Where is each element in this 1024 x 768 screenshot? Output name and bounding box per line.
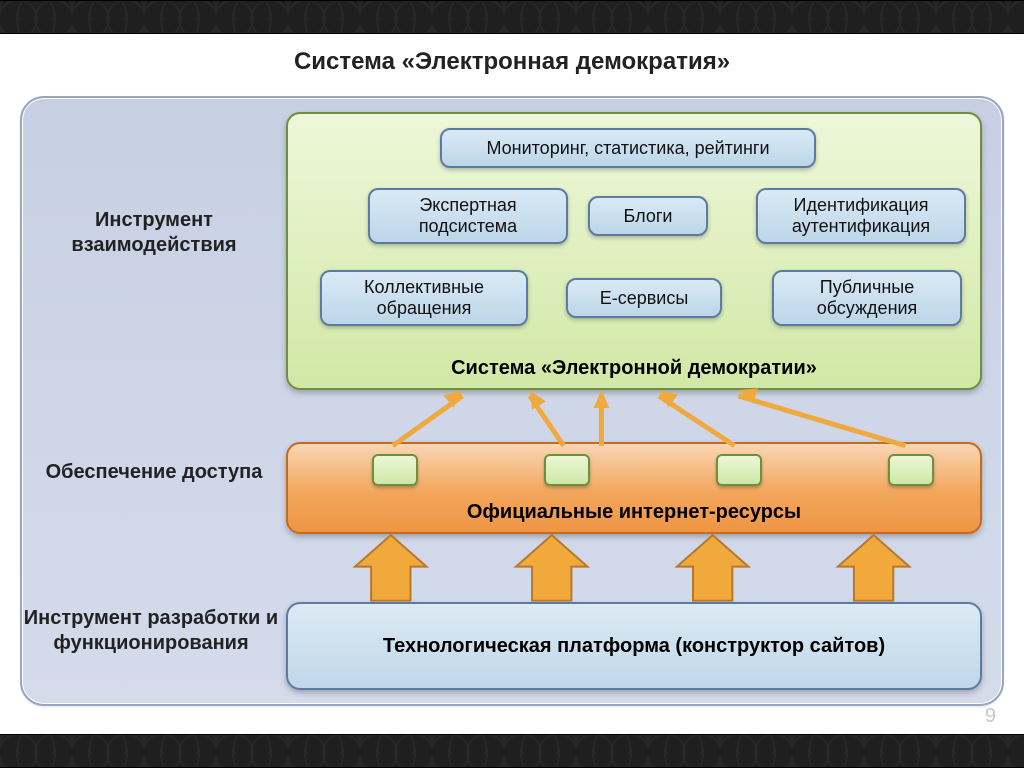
chip-blogs: Блоги (588, 196, 708, 236)
slide-title: Система «Электронная демократия» (0, 34, 1024, 86)
chip-ident: Идентификация аутентификация (756, 188, 966, 244)
row-label-dev: Инструмент разработки и функционирования (22, 606, 280, 656)
chip-eservices: Е-сервисы (566, 278, 722, 318)
chip-expert: Экспертная подсистема (368, 188, 568, 244)
page-number: 9 (985, 705, 996, 728)
green-panel: Мониторинг, статистика, рейтинги Экспертн… (286, 112, 982, 390)
chip-collective: Коллективные обращения (320, 270, 528, 326)
orange-bar: Официальные интернет-ресурсы (286, 442, 982, 534)
block-arrow (516, 535, 588, 601)
diagram-frame: Инструмент взаимодействия Обеспечение до… (20, 96, 1004, 706)
ornament-bottom (0, 734, 1024, 768)
block-arrow (677, 535, 749, 601)
row-label-interaction: Инструмент взаимодействия (34, 208, 274, 258)
row-label-access: Обеспечение доступа (34, 460, 274, 485)
mini-box-1 (372, 454, 418, 486)
ornament-top (0, 0, 1024, 34)
orange-bar-caption: Официальные интернет-ресурсы (288, 501, 980, 524)
mini-box-3 (716, 454, 762, 486)
chip-monitoring: Мониторинг, статистика, рейтинги (440, 128, 816, 168)
block-arrow (838, 535, 910, 601)
green-panel-caption: Система «Электронной демократии» (288, 357, 980, 380)
mini-box-4 (888, 454, 934, 486)
blue-panel-caption: Технологическая платформа (конструктор с… (383, 634, 885, 659)
block-arrow (355, 535, 427, 601)
slide: Система «Электронная демократия» Инструм… (0, 34, 1024, 734)
blue-panel: Технологическая платформа (конструктор с… (286, 602, 982, 690)
mini-box-2 (544, 454, 590, 486)
chip-public: Публичные обсуждения (772, 270, 962, 326)
